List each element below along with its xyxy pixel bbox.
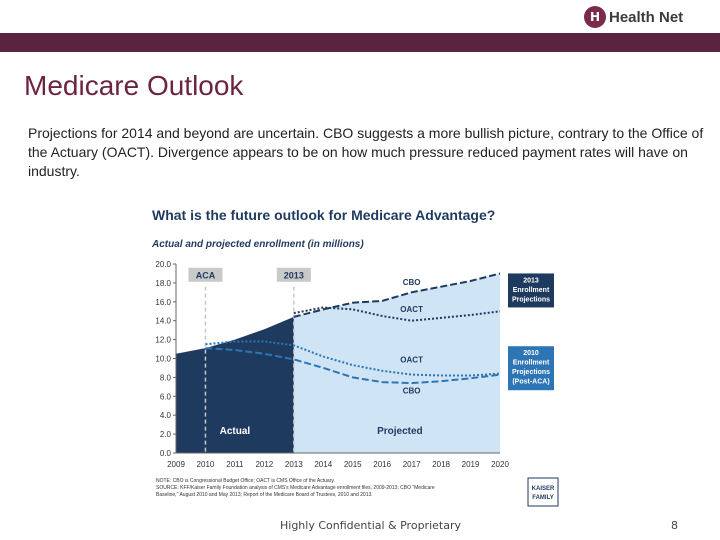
chart-title: What is the future outlook for Medicare … [152, 207, 495, 223]
y-tick-label: 2.0 [160, 430, 172, 439]
y-tick-label: 6.0 [160, 392, 172, 401]
x-tick-label: 2009 [167, 460, 185, 469]
legend-2010-text: Projections [512, 369, 550, 376]
x-tick-label: 2014 [314, 460, 332, 469]
y-tick-label: 18.0 [155, 279, 171, 288]
legend-2010-box [508, 346, 554, 391]
oact-2010-label: OACT [400, 355, 423, 364]
legend-2013-text: Enrollment [513, 287, 550, 294]
medicare-advantage-chart: What is the future outlook for Medicare … [151, 207, 559, 507]
x-tick-label: 2010 [197, 460, 215, 469]
health-net-logo: H Health Net [584, 6, 683, 28]
x-tick-label: 2019 [462, 460, 480, 469]
oact-2010-line [205, 340, 501, 377]
slide-body-text: Projections for 2014 and beyond are unce… [28, 125, 704, 179]
x-tick-label: 2011 [226, 460, 244, 469]
legend-2013-text: Projections [512, 296, 550, 303]
actual-region-label: Actual [220, 426, 251, 437]
kff-logo-text: FAMILY [532, 495, 553, 501]
year-2013-label: 2013 [284, 270, 304, 280]
cbo-2013-label: CBO [403, 278, 421, 287]
y-tick-label: 12.0 [155, 336, 171, 345]
legend-2010-text: Enrollment [513, 360, 550, 367]
x-tick-label: 2018 [432, 460, 450, 469]
x-tick-label: 2015 [344, 460, 362, 469]
x-tick-label: 2012 [255, 460, 273, 469]
page-number: 8 [671, 519, 678, 532]
slide-title: Medicare Outlook [24, 70, 244, 101]
oact-2013-line [293, 306, 501, 322]
chart-subtitle: Actual and projected enrollment (in mill… [151, 239, 364, 250]
projected-region-label: Projected [377, 426, 423, 437]
confidential-footer: Highly Confidential & Proprietary [280, 519, 461, 532]
kff-logo-icon [527, 477, 559, 507]
x-tick-label: 2020 [491, 460, 509, 469]
y-tick-label: 4.0 [160, 411, 172, 420]
header-bar [0, 33, 720, 52]
legend-2013-text: 2013 [523, 277, 539, 284]
aca-label-box [188, 267, 223, 282]
y-tick-label: 16.0 [155, 298, 171, 307]
cbo-2010-line [205, 347, 501, 385]
source-note-line: SOURCE: KFF/Kaiser Family Foundation ana… [156, 485, 435, 491]
oact-2013-label: OACT [400, 305, 423, 314]
health-net-logo-text: Health Net [609, 8, 684, 26]
x-tick-label: 2017 [403, 460, 421, 469]
y-tick-label: 10.0 [155, 355, 171, 364]
y-tick-label: 0.0 [160, 449, 172, 458]
x-tick-label: 2013 [285, 460, 303, 469]
y-tick-label: 8.0 [160, 373, 172, 382]
source-note-line: Baseline," August 2010 and May 2013; Rep… [156, 492, 373, 498]
cbo-2010-label: CBO [403, 386, 421, 395]
x-tick-label: 2016 [373, 460, 391, 469]
legend-2010-text: (Post-ACA) [512, 379, 549, 386]
legend-2010-text: 2010 [523, 350, 539, 357]
y-tick-label: 20.0 [155, 260, 171, 269]
projected-area [293, 273, 500, 453]
aca-label: ACA [196, 270, 216, 280]
source-note-line: NOTE: CBO is Congressional Budget Office… [156, 478, 335, 484]
cbo-2013-line [293, 272, 501, 318]
legend-2013-box [508, 273, 554, 308]
y-tick-label: 14.0 [155, 317, 171, 326]
kff-logo-text: KAISER [532, 486, 555, 492]
year-2013-label-box [276, 267, 311, 282]
health-net-logo-icon: H [584, 6, 606, 28]
